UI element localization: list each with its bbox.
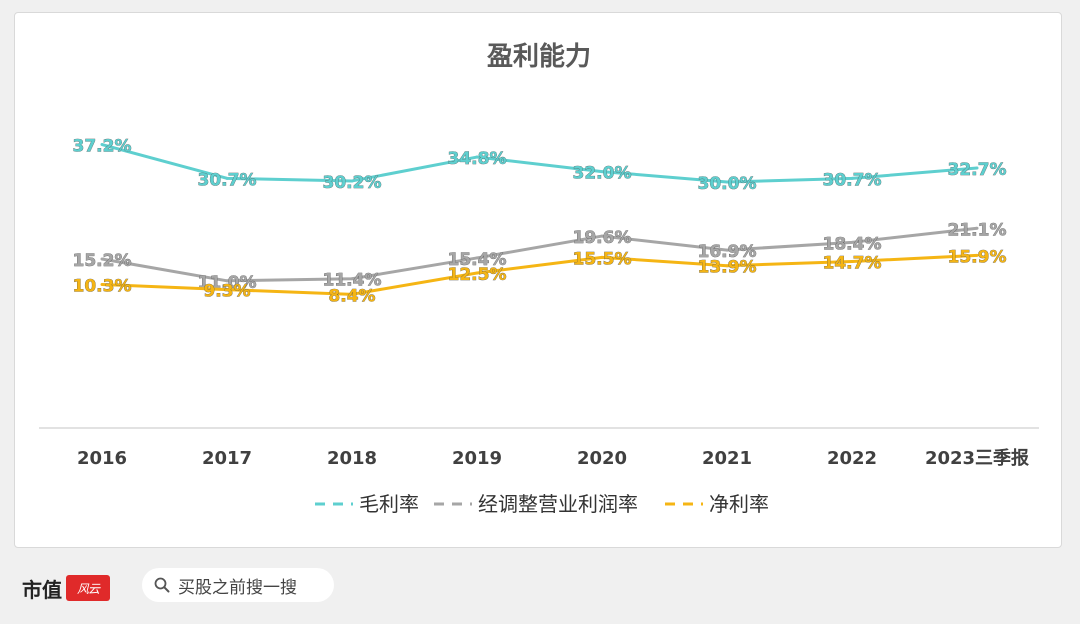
series-line [101, 253, 978, 296]
data-point [600, 234, 604, 238]
data-point [725, 248, 729, 252]
data-point [975, 166, 979, 170]
data-point [600, 255, 604, 259]
data-label: 32.7% [948, 160, 1007, 180]
data-point [975, 226, 979, 230]
x-tick-label: 2016 [77, 448, 127, 469]
legend-label: 净利率 [709, 492, 769, 516]
data-point [475, 271, 479, 275]
data-label: 15.5% [573, 249, 632, 269]
search-box[interactable]: 买股之前搜一搜 [142, 568, 334, 602]
data-label: 16.9% [698, 242, 757, 262]
data-label: 30.0% [698, 174, 757, 194]
data-label: 10.3% [73, 276, 132, 296]
data-point [350, 277, 354, 281]
data-label: 21.1% [948, 220, 1007, 240]
data-label: 15.4% [448, 250, 507, 270]
data-label: 9.3% [203, 282, 250, 302]
data-point [725, 180, 729, 184]
data-point [850, 240, 854, 244]
data-point [975, 253, 979, 257]
data-label: 30.7% [198, 170, 257, 190]
x-tick-label: 2023三季报 [925, 447, 1029, 469]
x-tick-label: 2018 [327, 448, 377, 469]
data-label: 15.2% [73, 251, 132, 271]
data-label: 15.9% [948, 247, 1007, 267]
data-label: 8.4% [328, 286, 375, 306]
data-point [600, 170, 604, 174]
data-label: 12.5% [448, 265, 507, 285]
data-point [475, 155, 479, 159]
data-point [225, 176, 229, 180]
legend-label: 毛利率 [359, 492, 419, 516]
data-point [475, 256, 479, 260]
data-point [850, 260, 854, 264]
x-tick-label: 2021 [702, 448, 752, 469]
data-label: 30.2% [323, 173, 382, 193]
data-point [850, 176, 854, 180]
data-point [100, 257, 104, 261]
data-label: 14.7% [823, 254, 882, 274]
data-point [100, 143, 104, 147]
data-label: 34.8% [448, 149, 507, 169]
data-point [350, 179, 354, 183]
series-line [101, 143, 978, 184]
x-tick-label: 2022 [827, 448, 877, 469]
data-point [725, 264, 729, 268]
series-line [101, 226, 978, 283]
chart-title: 盈利能力 [486, 41, 591, 72]
data-point [225, 288, 229, 292]
search-icon [154, 577, 170, 593]
brand-logo: 市值 风云 [22, 570, 110, 606]
data-label: 11.4% [323, 271, 382, 291]
line-chart: 盈利能力 2016 2017 2018 2019 2020 2021 2022 2023三季报 3… [39, 41, 1039, 516]
data-label: 32.0% [573, 164, 632, 184]
brand-name: 市值 [22, 577, 62, 602]
x-tick-label: 2020 [577, 448, 627, 469]
data-point [100, 282, 104, 286]
data-label: 13.9% [698, 258, 757, 278]
chart-card: 盈利能力 2016 2017 2018 2019 2020 2021 2022 2023三季报 3… [14, 12, 1062, 548]
search-placeholder: 买股之前搜一搜 [178, 577, 297, 598]
data-point [225, 279, 229, 283]
data-label: 30.7% [823, 170, 882, 190]
brand-seal-icon: 风云 [66, 575, 110, 601]
data-label: 19.6% [573, 228, 632, 248]
footer: 市值 风云 买股之前搜一搜 [0, 556, 1080, 624]
data-label: 37.2% [73, 137, 132, 157]
data-point [350, 292, 354, 296]
x-tick-label: 2017 [202, 448, 252, 469]
legend-label: 经调整营业利润率 [478, 492, 638, 516]
x-tick-label: 2019 [452, 448, 502, 469]
data-label: 18.4% [823, 234, 882, 254]
